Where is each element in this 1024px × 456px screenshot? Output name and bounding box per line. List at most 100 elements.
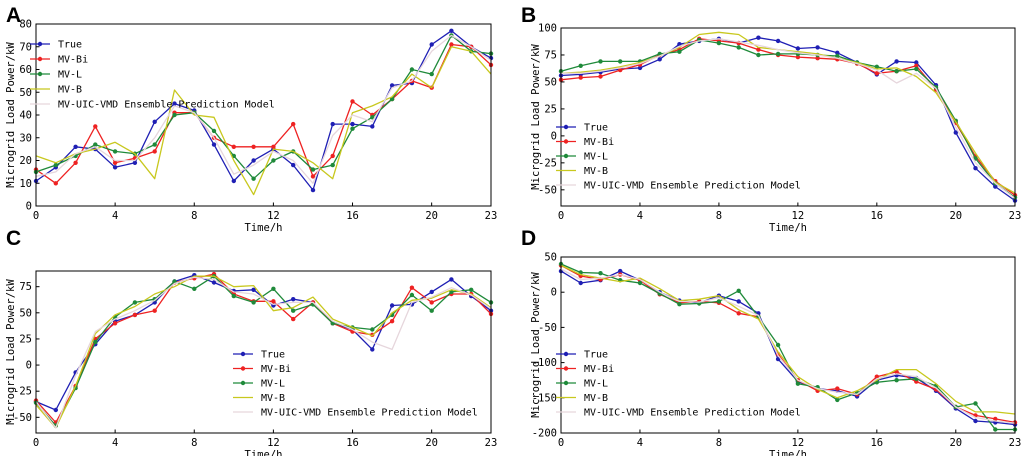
data-point [973,418,978,424]
data-point [677,302,682,307]
data-point [736,45,741,50]
legend-label: MV-L [584,379,608,390]
data-point [578,280,583,286]
data-point [389,319,395,324]
data-point [370,124,375,129]
data-point [370,347,375,352]
data-point [815,45,820,50]
panel-letter: B [521,4,536,27]
data-point [291,308,296,313]
legend-label: MV-UIC-VMD Ensemble Prediction Model [584,408,801,419]
y-tick-label: -200 [532,428,557,440]
data-point [409,292,415,298]
data-point [389,83,395,88]
legend-label: True [58,40,82,51]
data-point [578,63,583,68]
panel-letter: C [6,227,21,250]
data-point [211,142,217,147]
data-point [914,66,919,72]
data-point [835,53,840,59]
legend-marker [240,351,246,357]
y-tick-label: 50 [19,87,32,99]
data-point [409,67,415,72]
y-tick-label: -100 [532,357,557,369]
data-point [370,115,375,120]
series-line-mv-l [560,263,1015,431]
data-point [429,42,434,47]
legend-label: MV-Bi [584,364,614,375]
x-tick-label: 12 [792,210,805,222]
data-point [618,67,623,73]
y-tick-label: 10 [19,178,32,190]
series-line-mv-uic-vmd-ensemble-prediction-model [35,276,492,429]
legend-label: True [584,123,608,134]
data-point [330,121,335,127]
y-tick-label: -25 [13,386,32,398]
x-tick-label: 8 [191,437,197,449]
data-point [350,99,355,104]
data-point [993,184,998,189]
legend-label: MV-Bi [58,55,88,66]
data-point [291,162,296,168]
series-line-mv-b [35,275,492,429]
y-tick-label: 50 [19,307,32,319]
x-tick-label: 8 [716,437,722,449]
data-point [657,57,662,62]
y-tick-label: 75 [544,49,557,61]
series-line-mv-bi [35,273,492,424]
data-point [93,142,98,147]
legend-marker [37,41,43,47]
data-point [231,144,236,149]
data-point [874,71,879,76]
data-point [310,187,316,193]
legend-marker [37,56,43,62]
x-tick-label: 20 [425,437,438,449]
data-point [874,64,879,70]
data-point [291,297,296,302]
data-point [598,59,603,64]
y-tick-label: 60 [19,64,32,76]
legend-label: MV-UIC-VMD Ensemble Prediction Model [261,408,478,419]
data-point [429,289,434,295]
data-point [618,59,623,64]
plot-frame [560,27,1016,207]
y-tick-label: 20 [19,155,32,167]
data-point [211,128,217,134]
data-point [53,162,58,168]
data-point [736,311,741,316]
panel-letter: A [6,4,21,27]
x-tick-label: 20 [425,210,438,222]
data-point [449,42,454,47]
data-point [53,407,58,413]
y-tick-label: -150 [532,392,557,404]
data-point [736,288,741,293]
series-line-mv-bi [35,43,492,184]
x-tick-label: 16 [346,437,359,449]
legend-label: True [261,350,285,361]
legend-marker [240,366,246,371]
data-point [736,299,741,304]
legend-marker [563,380,569,386]
data-point [310,174,316,179]
panel-letter: D [521,227,536,250]
x-tick-label: 12 [792,437,805,449]
series-line-mv-b [35,46,492,196]
legend-label: MV-Bi [261,364,291,375]
y-axis-title: Microgrid Load Power/kW [5,42,17,188]
legend: True MV-Bi MV-L MV-B MV-UIC-VMD Ensemble Pre… [30,40,275,111]
data-point [152,142,157,147]
data-point [330,153,335,159]
data-point [132,160,138,165]
data-point [112,165,118,170]
plot-frame [35,23,492,207]
data-point [291,316,296,322]
x-tick-label: 20 [949,437,962,449]
x-tick-label: 0 [558,437,564,449]
series-line-mv-l [35,34,492,180]
y-axis-title: Microgrid Load Power/kW [530,272,542,418]
data-point [112,160,118,165]
legend-marker [240,380,246,386]
legend-label: MV-B [58,85,82,96]
data-point [132,300,138,305]
data-point [894,378,899,383]
